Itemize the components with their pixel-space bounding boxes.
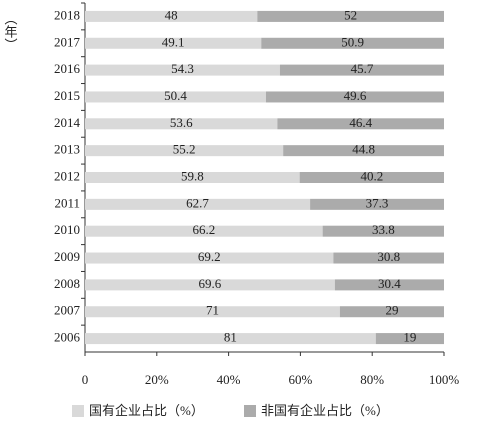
legend-swatch <box>72 405 84 417</box>
y-axis-label: （年） <box>3 12 18 51</box>
data-label: 45.7 <box>351 61 374 76</box>
bar-segment <box>85 37 262 49</box>
y-tick-label: 2007 <box>54 303 81 318</box>
bar-segment <box>85 10 258 22</box>
x-tick-label: 40% <box>217 372 241 387</box>
bar-segment <box>279 64 444 76</box>
legend-swatch <box>244 405 256 417</box>
data-label: 50.4 <box>164 88 187 103</box>
bar-segment <box>85 91 266 103</box>
bar-segment <box>85 118 278 130</box>
bar-segment <box>85 172 300 183</box>
data-label: 29 <box>385 303 398 318</box>
data-label: 54.3 <box>171 61 194 76</box>
data-label: 62.7 <box>186 195 209 210</box>
legend-label: 国有企业占比（%） <box>89 403 204 418</box>
bar-segment <box>375 333 444 345</box>
y-tick-label: 2013 <box>54 142 80 157</box>
bar-segment <box>322 225 444 237</box>
bar-segment <box>265 91 444 103</box>
y-tick-label: 2014 <box>54 115 81 130</box>
data-label: 71 <box>206 303 219 318</box>
data-label: 30.4 <box>378 276 401 291</box>
bar-segment <box>277 118 444 130</box>
bar-segment <box>85 333 376 345</box>
data-label: 19 <box>403 330 416 345</box>
bar-segment <box>85 198 311 210</box>
bar-segment <box>85 64 280 76</box>
x-tick-label: 60% <box>288 372 312 387</box>
y-tick-label: 2006 <box>54 330 81 345</box>
data-label: 69.2 <box>198 249 221 264</box>
bar-segment <box>85 145 284 157</box>
bar-segment <box>257 10 444 22</box>
data-label: 48 <box>165 7 178 22</box>
y-tick-label: 2008 <box>54 276 80 291</box>
bar-segment <box>339 306 444 318</box>
y-tick-label: 2012 <box>54 168 80 183</box>
data-label: 53.6 <box>170 115 193 130</box>
data-label: 49.6 <box>344 88 367 103</box>
x-tick-label: 0 <box>82 372 89 387</box>
legend-label: 非国有企业占比（%） <box>261 403 389 418</box>
y-tick-label: 2009 <box>54 249 80 264</box>
data-label: 59.8 <box>181 168 204 183</box>
data-label: 37.3 <box>366 195 389 210</box>
data-label: 44.8 <box>352 142 375 157</box>
bar-segment <box>85 252 334 264</box>
y-tick-label: 2010 <box>54 222 80 237</box>
y-tick-label: 2011 <box>54 195 80 210</box>
bar-segment <box>85 225 323 237</box>
y-tick-label: 2015 <box>54 88 80 103</box>
x-tick-label: 20% <box>145 372 169 387</box>
x-tick-label: 100% <box>429 372 460 387</box>
y-tick-label: 2017 <box>54 34 81 49</box>
data-label: 49.1 <box>162 34 185 49</box>
y-tick-label: 2018 <box>54 7 80 22</box>
data-label: 66.2 <box>192 222 215 237</box>
data-label: 50.9 <box>341 34 364 49</box>
data-label: 55.2 <box>173 142 196 157</box>
bar-segment <box>85 279 335 291</box>
data-label: 30.8 <box>377 249 400 264</box>
bar-segment <box>261 37 444 49</box>
bar-segment <box>334 279 444 291</box>
data-label: 81 <box>224 330 237 345</box>
bar-segment <box>85 306 340 318</box>
data-label: 40.2 <box>360 168 383 183</box>
data-label: 33.8 <box>372 222 395 237</box>
y-tick-label: 2016 <box>54 61 81 76</box>
bar-segment <box>283 145 444 157</box>
data-label: 52 <box>344 7 357 22</box>
bar-segment <box>310 198 444 210</box>
bar-segment <box>333 252 444 264</box>
data-label: 69.6 <box>199 276 222 291</box>
data-label: 46.4 <box>349 115 372 130</box>
x-tick-label: 80% <box>360 372 384 387</box>
bar-segment <box>299 172 444 183</box>
